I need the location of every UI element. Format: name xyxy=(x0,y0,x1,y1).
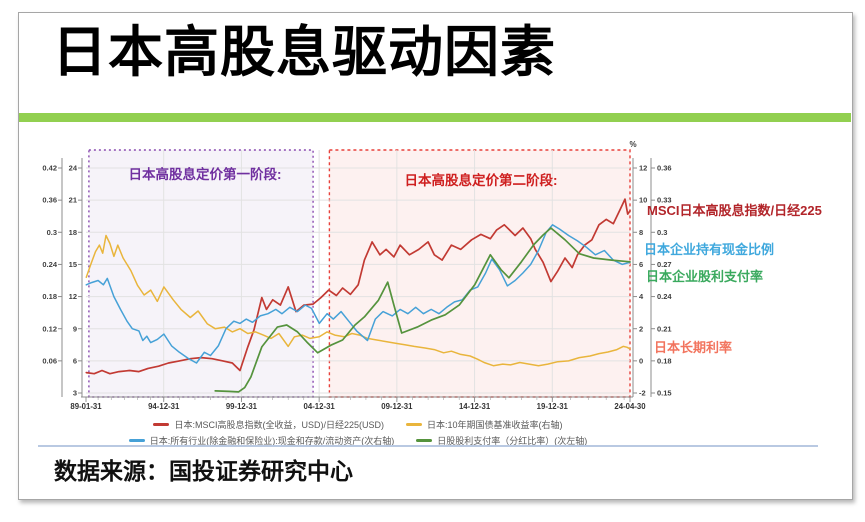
annotation-cash-ratio: 日本企业持有现金比例 xyxy=(644,242,775,257)
title-divider-bar xyxy=(19,113,851,122)
chart-legend: 日本:MSCI高股息指数(全收益，USD)/日经225(USD) 日本:10年期… xyxy=(86,418,630,447)
annotation-long-term-rate: 日本长期利率 xyxy=(654,340,733,355)
legend-row-2: 日本:所有行业(除金融和保险业):现金和存款/流动资产(次右轴) 日股股利支付率… xyxy=(128,434,587,447)
legend-item-jgb10y: 日本:10年期国债基准收益率(右轴) xyxy=(406,418,563,431)
legend-label-jgb10y: 日本:10年期国债基准收益率(右轴) xyxy=(427,420,563,430)
legend-label-msci: 日本:MSCI高股息指数(全收益，USD)/日经225(USD) xyxy=(174,420,384,430)
annotation-msci-ratio: MSCI日本高股息指数/日经225 xyxy=(647,203,822,218)
legend-item-cash: 日本:所有行业(除金融和保险业):现金和存款/流动资产(次右轴) xyxy=(128,434,395,447)
annotation-payout-ratio: 日本企业股利支付率 xyxy=(646,269,764,284)
phase1-label: 日本高股息定价第一阶段: xyxy=(128,167,282,182)
phase2-label: 日本高股息定价第二阶段: xyxy=(404,173,558,188)
legend-item-payout: 日股股利支付率（分红比率）(次左轴) xyxy=(416,434,587,447)
legend-item-msci: 日本:MSCI高股息指数(全收益，USD)/日经225(USD) xyxy=(153,418,384,431)
legend-swatch-cash xyxy=(128,439,145,442)
chart-bottom-rule xyxy=(38,445,818,447)
legend-label-payout: 日股股利支付率（分红比率）(次左轴) xyxy=(437,436,588,446)
slide-title: 日本高股息驱动因素 xyxy=(52,21,557,83)
legend-swatch-jgb10y xyxy=(406,423,422,426)
source-text: 数据来源：国投证券研究中心 xyxy=(54,458,353,484)
legend-swatch-msci xyxy=(153,423,170,426)
legend-swatch-payout xyxy=(416,439,433,442)
legend-row-1: 日本:MSCI高股息指数(全收益，USD)/日经225(USD) 日本:10年期… xyxy=(153,418,563,431)
legend-label-cash: 日本:所有行业(除金融和保险业):现金和存款/流动资产(次右轴) xyxy=(149,436,395,446)
